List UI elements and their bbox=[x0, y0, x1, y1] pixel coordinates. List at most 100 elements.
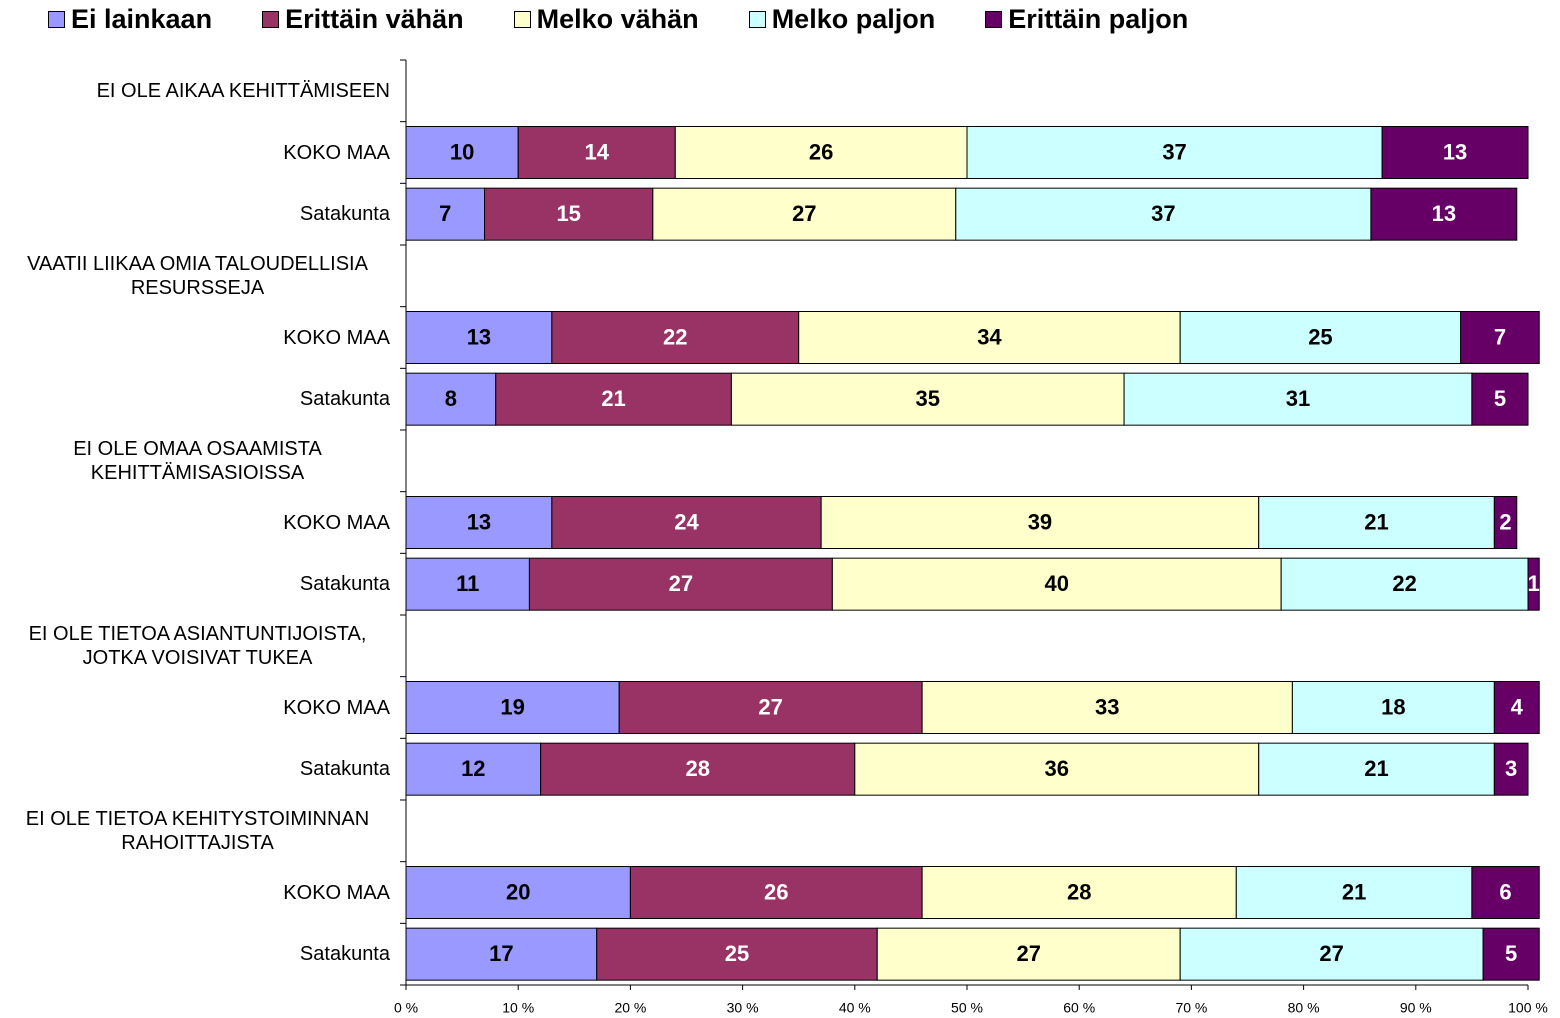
value-label: 5 bbox=[1494, 386, 1506, 411]
bar-segment bbox=[405, 372, 497, 426]
bar-segment bbox=[551, 311, 800, 364]
x-tick-label: 80 % bbox=[1288, 1000, 1320, 1016]
bar-segment bbox=[966, 126, 1383, 179]
category-label: Satakunta bbox=[299, 758, 390, 781]
legend-swatch bbox=[513, 11, 531, 28]
legend-item: Erittäin paljon bbox=[985, 4, 1188, 35]
legend-swatch bbox=[748, 11, 766, 28]
value-label: 18 bbox=[1381, 694, 1405, 719]
value-label: 28 bbox=[1067, 879, 1091, 904]
bar-segment bbox=[1527, 557, 1540, 611]
legend-label: Erittäin vähän bbox=[285, 4, 464, 34]
bar-segment bbox=[1482, 927, 1540, 981]
value-label: 13 bbox=[1432, 201, 1456, 226]
value-label: 27 bbox=[1016, 941, 1040, 966]
value-label: 20 bbox=[506, 879, 530, 904]
value-label: 37 bbox=[1151, 201, 1175, 226]
x-tick-label: 0 % bbox=[394, 1000, 418, 1016]
value-label: 11 bbox=[456, 571, 479, 596]
value-label: 10 bbox=[450, 139, 474, 164]
category-label: VAATII LIIKAA OMIA TALOUDELLISIA RESURSS… bbox=[27, 252, 368, 299]
bar-segment bbox=[618, 681, 923, 734]
x-tick-label: 20 % bbox=[614, 1000, 646, 1016]
value-label: 26 bbox=[809, 139, 833, 164]
x-tick-label: 100 % bbox=[1508, 1000, 1548, 1016]
value-label: 19 bbox=[500, 694, 524, 719]
bar-segment bbox=[798, 311, 1181, 364]
bar-segment bbox=[1280, 557, 1529, 611]
bar-segment bbox=[405, 187, 486, 241]
x-tick-label: 60 % bbox=[1063, 1000, 1095, 1016]
value-label: 27 bbox=[758, 694, 782, 719]
bar-segment bbox=[674, 126, 968, 179]
value-label: 31 bbox=[1286, 386, 1310, 411]
value-label: 17 bbox=[489, 941, 513, 966]
value-label: 35 bbox=[915, 386, 939, 411]
bar-segment bbox=[1493, 742, 1529, 796]
value-label: 2 bbox=[1499, 509, 1511, 534]
bar-segment bbox=[528, 557, 833, 611]
value-label: 40 bbox=[1045, 571, 1069, 596]
x-tick-label: 70 % bbox=[1175, 1000, 1207, 1016]
value-label: 6 bbox=[1499, 879, 1511, 904]
bar-segment bbox=[876, 927, 1181, 981]
value-label: 33 bbox=[1095, 694, 1119, 719]
legend-item: Erittäin vähän bbox=[262, 4, 464, 35]
value-label: 22 bbox=[1392, 571, 1416, 596]
bar-segment bbox=[484, 187, 654, 241]
category-label: Satakunta bbox=[299, 943, 390, 966]
value-label: 27 bbox=[792, 201, 816, 226]
category-label: Satakunta bbox=[299, 573, 390, 596]
category-label: KOKO MAA bbox=[283, 326, 390, 349]
value-label: 13 bbox=[467, 324, 491, 349]
bar-segment bbox=[1381, 126, 1529, 179]
bar-segment bbox=[405, 866, 631, 919]
bar-segment bbox=[405, 311, 553, 364]
bar-segment bbox=[854, 742, 1260, 796]
category-label: KOKO MAA bbox=[283, 696, 390, 719]
category-label: EI OLE OMAA OSAAMISTA KEHITTÄMISASIOISSA bbox=[73, 437, 322, 484]
bar-segment bbox=[652, 187, 957, 241]
value-label: 14 bbox=[584, 139, 609, 164]
value-label: 25 bbox=[1308, 324, 1332, 349]
x-tick-label: 30 % bbox=[727, 1000, 759, 1016]
value-label: 27 bbox=[669, 571, 693, 596]
category-label: KOKO MAA bbox=[283, 881, 390, 904]
category-label: KOKO MAA bbox=[283, 511, 390, 534]
legend: Ei lainkaan Erittäin vähän Melko vähän Melk… bbox=[48, 4, 1188, 35]
bar-segment bbox=[1123, 372, 1473, 426]
legend-label: Melko paljon bbox=[771, 4, 936, 34]
legend-swatch bbox=[985, 11, 1003, 28]
bar-segment bbox=[596, 927, 878, 981]
value-label: 21 bbox=[1342, 879, 1366, 904]
legend-swatch bbox=[262, 11, 280, 28]
value-label: 21 bbox=[601, 386, 625, 411]
bar-segment bbox=[1370, 187, 1518, 241]
x-tick-label: 40 % bbox=[839, 1000, 871, 1016]
bar-segment bbox=[405, 557, 530, 611]
x-tick-label: 10 % bbox=[502, 1000, 534, 1016]
value-label: 37 bbox=[1162, 139, 1186, 164]
value-label: 21 bbox=[1364, 756, 1388, 781]
value-label: 26 bbox=[764, 879, 788, 904]
bar-segment bbox=[831, 557, 1282, 611]
category-label: EI OLE TIETOA KEHITYSTOIMINNAN RAHOITTAJ… bbox=[25, 807, 370, 854]
legend-label: Erittäin paljon bbox=[1008, 4, 1189, 34]
value-label: 13 bbox=[467, 509, 491, 534]
legend-item: Melko vähän bbox=[513, 4, 699, 35]
legend-item: Melko paljon bbox=[748, 4, 936, 35]
bar-segment bbox=[1179, 927, 1484, 981]
value-label: 8 bbox=[445, 386, 457, 411]
bar-segment bbox=[1493, 681, 1540, 734]
value-label: 4 bbox=[1511, 694, 1524, 719]
bar-segment bbox=[1258, 496, 1495, 549]
value-label: 39 bbox=[1028, 509, 1052, 534]
value-label: 28 bbox=[685, 756, 709, 781]
category-label: EI OLE AIKAA KEHITTÄMISEEN bbox=[96, 79, 390, 102]
bar-segment bbox=[921, 681, 1293, 734]
bar-segment bbox=[1179, 311, 1462, 364]
value-label: 21 bbox=[1364, 509, 1388, 534]
value-label: 7 bbox=[439, 201, 451, 226]
value-label: 12 bbox=[461, 756, 485, 781]
